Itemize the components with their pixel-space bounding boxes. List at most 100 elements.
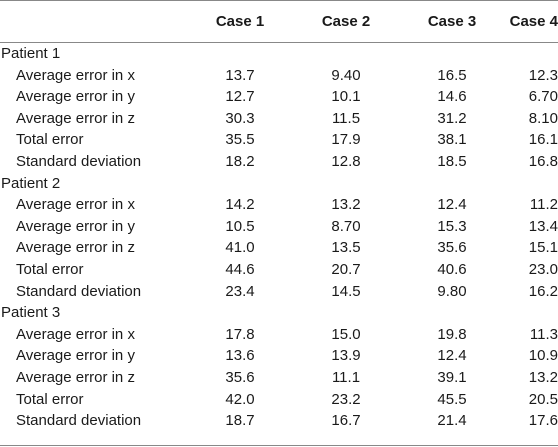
value-cell-case-4: 11.3 <box>529 325 558 343</box>
row-label: Standard deviation <box>16 282 142 300</box>
table-row: Average error in z 35.6 11.1 39.1 13.2 <box>0 367 558 389</box>
value-cell-case-3: 12.4 <box>437 347 467 365</box>
table-row: Average error in z 41.0 13.5 35.6 15.1 <box>0 237 558 259</box>
value-cell-case-3: 18.5 <box>437 152 467 170</box>
value-cell-case-1: 12.7 <box>225 88 255 106</box>
row-label: Standard deviation <box>16 412 142 430</box>
value-cell-case-2: 8.70 <box>331 217 361 235</box>
value-cell-case-4: 13.4 <box>528 217 558 235</box>
row-label: Total error <box>16 260 84 278</box>
value-cell-case-4: 15.1 <box>528 239 558 257</box>
table-row: Average error in z 30.3 11.5 31.2 8.10 <box>0 108 558 130</box>
error-table: Case 1 Case 2 Case 3 Case 4 Patient 1 Ave… <box>0 0 558 432</box>
table-row: Total error 35.5 17.9 38.1 16.1 <box>0 129 558 151</box>
row-label: Average error in y <box>16 347 135 365</box>
value-cell-case-1: 30.3 <box>225 109 255 127</box>
group-label: Patient 3 <box>1 304 61 322</box>
value-cell-case-4: 16.2 <box>528 282 558 300</box>
value-cell-case-2: 15.0 <box>331 325 361 343</box>
value-cell-case-2: 9.40 <box>331 66 361 84</box>
header-cell-case-4: Case 4 <box>509 12 558 30</box>
value-cell-case-1: 14.2 <box>225 196 255 214</box>
value-cell-case-2: 14.5 <box>331 282 361 300</box>
group-label: Patient 1 <box>1 45 61 62</box>
header-cell-case-1: Case 1 <box>215 12 265 30</box>
value-cell-case-4: 8.10 <box>528 109 558 127</box>
value-cell-case-4: 16.8 <box>528 152 558 170</box>
table-row: Average error in x 14.2 13.2 12.4 11.2 <box>0 194 558 216</box>
value-cell-case-3: 39.1 <box>437 368 467 386</box>
value-cell-case-3: 35.6 <box>437 239 467 257</box>
group-row: Patient 2 <box>0 173 558 195</box>
value-cell-case-2: 16.7 <box>331 412 361 430</box>
table-row: Average error in x 13.7 9.40 16.5 12.3 <box>0 65 558 87</box>
value-cell-case-3: 14.6 <box>437 88 467 106</box>
value-cell-case-3: 15.3 <box>437 217 467 235</box>
value-cell-case-1: 13.6 <box>225 347 255 365</box>
row-label: Average error in z <box>16 109 135 127</box>
row-label: Average error in z <box>16 239 135 257</box>
value-cell-case-3: 21.4 <box>437 412 467 430</box>
row-label: Total error <box>16 131 84 149</box>
value-cell-case-3: 31.2 <box>437 109 467 127</box>
value-cell-case-2: 13.9 <box>331 347 361 365</box>
header-cell-case-2: Case 2 <box>321 12 371 30</box>
row-label: Average error in z <box>16 368 135 386</box>
value-cell-case-2: 11.1 <box>331 368 361 386</box>
row-label: Average error in x <box>16 196 135 214</box>
table-body: Patient 1 Average error in x 13.7 9.40 16.5 1… <box>0 43 558 432</box>
table-row: Average error in x 17.8 15.0 19.8 11.3 <box>0 324 558 346</box>
value-cell-case-2: 11.5 <box>331 109 361 127</box>
value-cell-case-3: 45.5 <box>437 390 467 408</box>
table-row: Average error in y 12.7 10.1 14.6 6.70 <box>0 86 558 108</box>
value-cell-case-4: 10.9 <box>528 347 558 365</box>
table-row: Standard deviation 18.7 16.7 21.4 17.6 <box>0 410 558 432</box>
row-label: Standard deviation <box>16 152 142 170</box>
row-label: Average error in y <box>16 88 135 106</box>
value-cell-case-1: 42.0 <box>225 390 255 408</box>
table-row: Standard deviation 23.4 14.5 9.80 16.2 <box>0 281 558 303</box>
value-cell-case-4: 20.5 <box>528 390 558 408</box>
value-cell-case-3: 9.80 <box>437 282 467 300</box>
value-cell-case-3: 16.5 <box>437 66 467 84</box>
value-cell-case-3: 19.8 <box>437 325 467 343</box>
value-cell-case-4: 13.2 <box>528 368 558 386</box>
table-header-row: Case 1 Case 2 Case 3 Case 4 <box>0 0 558 43</box>
value-cell-case-2: 23.2 <box>331 390 361 408</box>
value-cell-case-1: 13.7 <box>225 66 255 84</box>
value-cell-case-2: 12.8 <box>331 152 361 170</box>
value-cell-case-3: 12.4 <box>437 196 467 214</box>
group-row: Patient 1 <box>0 43 558 65</box>
table-row: Total error 42.0 23.2 45.5 20.5 <box>0 389 558 411</box>
table-top-rule <box>0 0 558 1</box>
value-cell-case-2: 13.5 <box>331 239 361 257</box>
header-cell-label <box>0 0 187 43</box>
value-cell-case-4: 12.3 <box>528 66 558 84</box>
header-cell-case-3: Case 3 <box>427 12 477 30</box>
table-row: Standard deviation 18.2 12.8 18.5 16.8 <box>0 151 558 173</box>
value-cell-case-1: 10.5 <box>225 217 255 235</box>
table-row: Average error in y 13.6 13.9 12.4 10.9 <box>0 345 558 367</box>
value-cell-case-2: 10.1 <box>331 88 361 106</box>
table-row: Average error in y 10.5 8.70 15.3 13.4 <box>0 216 558 238</box>
table-row: Total error 44.6 20.7 40.6 23.0 <box>0 259 558 281</box>
value-cell-case-1: 35.5 <box>225 131 255 149</box>
value-cell-case-1: 44.6 <box>225 260 255 278</box>
value-cell-case-3: 38.1 <box>437 131 467 149</box>
table-header-rule <box>0 42 558 43</box>
row-label: Total error <box>16 390 84 408</box>
value-cell-case-4: 11.2 <box>529 196 558 214</box>
value-cell-case-2: 13.2 <box>331 196 361 214</box>
row-label: Average error in x <box>16 325 135 343</box>
value-cell-case-1: 23.4 <box>225 282 255 300</box>
value-cell-case-4: 6.70 <box>528 88 558 106</box>
row-label: Average error in x <box>16 66 135 84</box>
value-cell-case-4: 17.6 <box>528 412 558 430</box>
value-cell-case-1: 18.7 <box>225 412 255 430</box>
value-cell-case-1: 18.2 <box>225 152 255 170</box>
value-cell-case-3: 40.6 <box>437 260 467 278</box>
value-cell-case-2: 20.7 <box>331 260 361 278</box>
value-cell-case-2: 17.9 <box>331 131 361 149</box>
row-label: Average error in y <box>16 217 135 235</box>
group-label: Patient 2 <box>1 174 61 192</box>
